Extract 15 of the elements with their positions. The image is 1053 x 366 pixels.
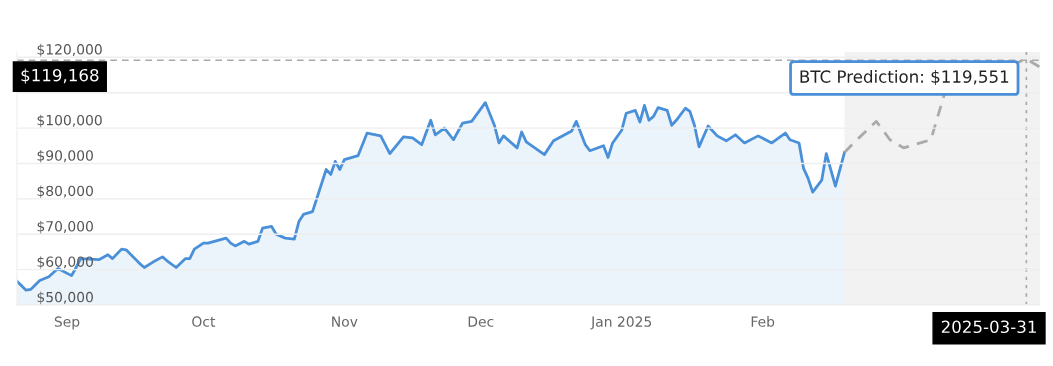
y-tick-label: $70,000 — [37, 220, 93, 234]
annotation: BTC Prediction: $119,551 — [800, 70, 1009, 86]
x-tick-label: Feb — [751, 316, 775, 327]
x-tick-label: Nov — [332, 316, 358, 327]
x-tick-label: Sep — [54, 316, 80, 330]
x-tick-label: Jan 2025 — [590, 316, 652, 330]
x-tick-label: Oct — [192, 316, 216, 327]
y-tick-label: $90,000 — [37, 150, 93, 163]
y-tick-label: $50,000 — [37, 291, 93, 305]
y-tick-label: $120,000 — [37, 43, 102, 57]
y-tick-label: $100,000 — [37, 114, 102, 128]
y-tick-label: $80,000 — [37, 185, 93, 198]
x-tick-label: Dec — [468, 316, 494, 327]
ref-line-label: $119,168 — [21, 68, 99, 84]
ref-line-label: 2025-03-31 — [941, 320, 1036, 334]
